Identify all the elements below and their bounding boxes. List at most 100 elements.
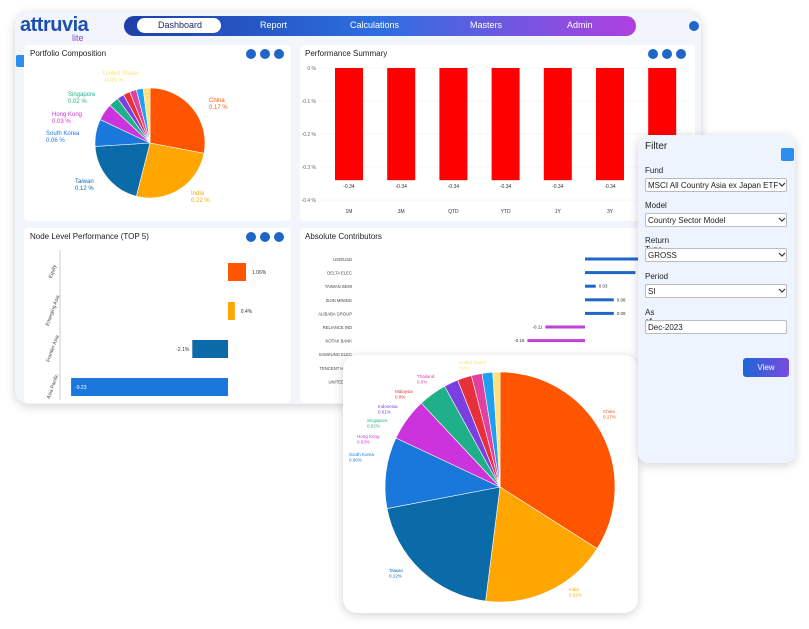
bar-label: -0.34 (395, 184, 407, 190)
y-tick-label: RELIANCE IND (323, 325, 352, 330)
bar (491, 68, 520, 181)
slice-value: 0.06 % (46, 138, 65, 144)
pie-slice (384, 437, 501, 509)
field-select[interactable]: Country Sector Model (645, 213, 787, 227)
bar (527, 339, 585, 343)
bar-label: -0.16 (514, 338, 525, 343)
bar-label: 0.4% (241, 309, 253, 315)
bar (543, 68, 572, 181)
panel-button[interactable] (260, 232, 270, 242)
slice-label: Thailand (417, 374, 435, 379)
slice-value: 0.22 % (191, 198, 210, 204)
bar-label: -0.34 (552, 184, 564, 190)
slice-value: 0.03% (357, 440, 370, 445)
y-tick-label: Emerging Asia (45, 294, 62, 327)
slice-value: 0.22% (569, 593, 582, 598)
field-label: Fund (645, 166, 664, 175)
bar-label: -0.34 (604, 184, 616, 190)
bar-label: 1.06% (252, 270, 267, 276)
nav-item[interactable]: Report (260, 20, 288, 30)
bar (192, 340, 228, 358)
pie-slice (142, 87, 151, 144)
nav-item[interactable]: Admin (567, 20, 593, 30)
x-tick-label: 1M (346, 209, 353, 215)
nav-item[interactable]: Dashboard (158, 20, 203, 30)
slice-value: 0.17% (603, 415, 616, 420)
panel-button[interactable] (260, 49, 270, 59)
slice-value: 0.12% (389, 574, 402, 579)
y-tick-label: -0.1 % (302, 99, 317, 105)
field-select[interactable]: GROSS (645, 248, 787, 262)
slice-label: Taiwan (389, 568, 404, 573)
slice-label: China (603, 409, 615, 414)
y-tick-label: -0.3 % (302, 165, 317, 171)
y-tick-label: -0.4 % (302, 198, 317, 204)
slice-value: 0.02% (367, 424, 380, 429)
panel-button[interactable] (662, 49, 672, 59)
brand-name: attruvia (20, 14, 89, 36)
field-select[interactable]: MSCI All Country Asia ex Japan ETF (645, 178, 787, 192)
x-tick-label: 1Y (555, 209, 562, 215)
bar (228, 263, 247, 281)
x-tick-label: 3M (398, 209, 405, 215)
field-label: Model (645, 201, 667, 210)
x-tick-label: QTD (448, 209, 459, 215)
bar (439, 68, 468, 181)
y-tick-label: TAIWAN SEMI (325, 284, 352, 289)
bar (71, 378, 228, 396)
slice-label: South Korea (46, 131, 80, 137)
slice-label: United States (103, 71, 139, 77)
slice-label: India (191, 191, 205, 197)
field-select[interactable]: SI (645, 284, 787, 298)
slice-value: 0.0% (395, 395, 405, 400)
bar-label: -9.23 (75, 385, 87, 391)
y-tick-label: SAMSUNG ELEC (319, 352, 352, 357)
y-tick-label: ZIJIN MINING (326, 298, 352, 303)
pie-slice (499, 371, 616, 550)
bar-label: 0.03 (599, 284, 608, 289)
bar (545, 325, 585, 329)
panel-button[interactable] (246, 49, 256, 59)
nav-active-pill (137, 18, 221, 33)
user-avatar[interactable] (689, 21, 699, 31)
nav-item[interactable]: Masters (470, 20, 503, 30)
pie-card: China 0.17% India 0.22% Taiwan 0.12% South Kor… (343, 355, 638, 613)
field-input[interactable]: Dec-2023 (645, 320, 787, 334)
panel-button[interactable] (648, 49, 658, 59)
slice-value: -0.05 % (103, 78, 124, 84)
slice-value: 0.01% (378, 410, 391, 415)
slice-label: Hong Kong (357, 434, 380, 439)
slice-value: 0.0% (417, 380, 427, 385)
nav-bar (124, 16, 636, 36)
y-tick-label: USD/USD (333, 257, 352, 262)
nav-item[interactable]: Calculations (350, 20, 400, 30)
bar-label: -0.34 (448, 184, 460, 190)
panel-button[interactable] (274, 232, 284, 242)
panel (24, 228, 291, 403)
y-tick-label: Frontier Asia (45, 334, 60, 363)
bar (585, 257, 639, 261)
bar (585, 298, 614, 302)
slice-label: India (569, 587, 579, 592)
slice-label: Singapore (367, 418, 388, 423)
panel-button[interactable] (274, 49, 284, 59)
pie-slice (135, 142, 205, 199)
slice-label: China (209, 98, 225, 104)
bar (585, 284, 596, 288)
panel-button[interactable] (676, 49, 686, 59)
field-label: Period (645, 272, 669, 281)
slice-value: 0.02 % (68, 99, 87, 105)
slice-label: Malaysia (395, 389, 413, 394)
filter-close[interactable] (781, 148, 794, 161)
slice-value: 0.03 % (52, 119, 71, 125)
panel-button[interactable] (246, 232, 256, 242)
x-tick-label: YTD (501, 209, 511, 215)
filter-title: Filter (645, 141, 668, 152)
view-button[interactable]: View (743, 358, 789, 377)
y-tick-label: KOTAK BANK (326, 339, 353, 344)
bar-label: 0.08 (617, 297, 626, 302)
bar (335, 68, 363, 181)
